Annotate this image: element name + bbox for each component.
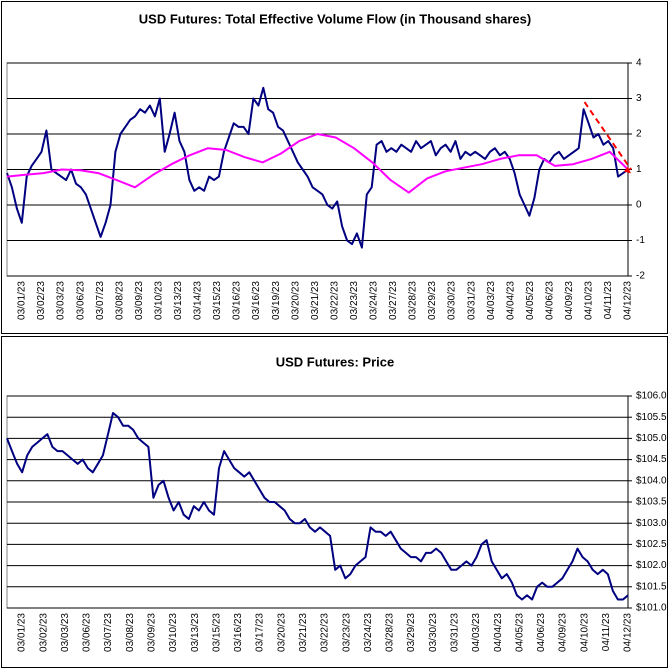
y-tick-label: $101.0 <box>636 603 667 614</box>
x-tick-label: 03/30/23 <box>447 281 458 320</box>
chart-title: USD Futures: Price <box>276 354 394 369</box>
trend-arrow <box>624 166 631 174</box>
x-tick-label: 03/21/23 <box>310 281 321 320</box>
x-tick-label: 03/15/23 <box>211 613 222 652</box>
x-tick-label: 03/14/23 <box>193 281 204 320</box>
x-tick-label: 03/28/23 <box>385 613 396 652</box>
x-tick-label: 03/09/23 <box>146 613 157 652</box>
x-tick-label: 03/31/23 <box>466 281 477 320</box>
y-tick-label: $104.5 <box>636 454 667 465</box>
y-tick-label: $103.0 <box>636 518 667 529</box>
x-tick-label: 04/09/23 <box>564 281 575 320</box>
x-tick-label: 03/08/23 <box>125 613 136 652</box>
x-tick-label: 03/16/23 <box>232 281 243 320</box>
x-tick-label: 03/29/23 <box>427 281 438 320</box>
x-tick-label: 03/03/23 <box>60 613 71 652</box>
x-tick-label: 03/07/23 <box>103 613 114 652</box>
y-tick-label: -2 <box>636 271 645 282</box>
x-tick-label: 03/13/23 <box>190 613 201 652</box>
x-tick-label: 04/06/23 <box>536 613 547 652</box>
x-tick-label: 03/01/23 <box>17 281 28 320</box>
y-tick-label: $105.5 <box>636 412 667 423</box>
x-tick-label: 04/12/23 <box>623 281 634 320</box>
x-tick-label: 03/23/23 <box>341 613 352 652</box>
chart-title: USD Futures: Total Effective Volume Flow… <box>139 11 531 26</box>
y-tick-label: $102.0 <box>636 560 667 571</box>
x-tick-label: 03/10/23 <box>168 613 179 652</box>
y-tick-label: 1 <box>636 164 642 175</box>
x-tick-label: 04/10/23 <box>584 281 595 320</box>
x-tick-label: 04/09/23 <box>558 613 569 652</box>
x-tick-label: 04/12/23 <box>623 613 634 652</box>
x-tick-label: 03/01/23 <box>17 613 28 652</box>
x-tick-label: 03/07/23 <box>95 281 106 320</box>
x-tick-label: 04/05/23 <box>514 613 525 652</box>
x-tick-label: 03/29/23 <box>406 613 417 652</box>
x-tick-label: 03/02/23 <box>38 613 49 652</box>
x-tick-label: 04/10/23 <box>579 613 590 652</box>
panel-frame <box>1 1 668 334</box>
series-line <box>6 133 629 194</box>
y-tick-label: 0 <box>636 200 642 211</box>
y-tick-label: 2 <box>636 129 642 140</box>
x-tick-label: 03/13/23 <box>173 281 184 320</box>
x-tick-label: 03/27/23 <box>388 281 399 320</box>
x-tick-label: 03/23/23 <box>349 281 360 320</box>
y-tick-label: $101.5 <box>636 581 667 592</box>
y-tick-label: -1 <box>636 235 645 246</box>
y-tick-label: $105.0 <box>636 433 667 444</box>
x-tick-label: 04/05/23 <box>525 281 536 320</box>
x-tick-label: 03/10/23 <box>153 281 164 320</box>
x-tick-label: 03/28/23 <box>408 281 419 320</box>
x-tick-label: 04/04/23 <box>505 281 516 320</box>
x-tick-label: 03/22/23 <box>320 613 331 652</box>
trend-line <box>583 101 632 171</box>
x-tick-label: 04/04/23 <box>493 613 504 652</box>
series-line <box>6 412 629 601</box>
x-tick-label: 03/30/23 <box>428 613 439 652</box>
series-line <box>6 86 629 249</box>
x-tick-label: 03/15/23 <box>212 281 223 320</box>
x-tick-label: 04/03/23 <box>471 613 482 652</box>
y-tick-label: $104.0 <box>636 475 667 486</box>
x-tick-label: 03/20/23 <box>276 613 287 652</box>
x-tick-label: 03/16/23 <box>233 613 244 652</box>
x-tick-label: 03/09/23 <box>134 281 145 320</box>
x-tick-label: 04/03/23 <box>486 281 497 320</box>
y-tick-label: $106.0 <box>636 391 667 402</box>
y-tick-label: $103.5 <box>636 497 667 508</box>
x-tick-label: 03/31/23 <box>449 613 460 652</box>
x-tick-label: 03/08/23 <box>114 281 125 320</box>
x-tick-label: 04/06/23 <box>544 281 555 320</box>
x-tick-label: 03/06/23 <box>82 613 93 652</box>
x-tick-label: 03/19/23 <box>271 281 282 320</box>
x-tick-label: 03/17/23 <box>255 613 266 652</box>
x-tick-label: 03/06/23 <box>75 281 86 320</box>
x-tick-label: 03/21/23 <box>298 613 309 652</box>
y-tick-label: 3 <box>636 93 642 104</box>
x-tick-label: 04/11/23 <box>603 281 614 320</box>
y-tick-label: 4 <box>636 58 642 69</box>
x-tick-label: 03/20/23 <box>290 281 301 320</box>
y-tick-label: $102.5 <box>636 539 667 550</box>
x-tick-label: 03/02/23 <box>36 281 47 320</box>
x-tick-label: 04/11/23 <box>601 613 612 652</box>
x-tick-label: 03/03/23 <box>56 281 67 320</box>
x-tick-label: 03/24/23 <box>369 281 380 320</box>
x-tick-label: 03/16/23 <box>251 281 262 320</box>
x-tick-label: 03/22/23 <box>329 281 340 320</box>
x-tick-label: 03/24/23 <box>363 613 374 652</box>
